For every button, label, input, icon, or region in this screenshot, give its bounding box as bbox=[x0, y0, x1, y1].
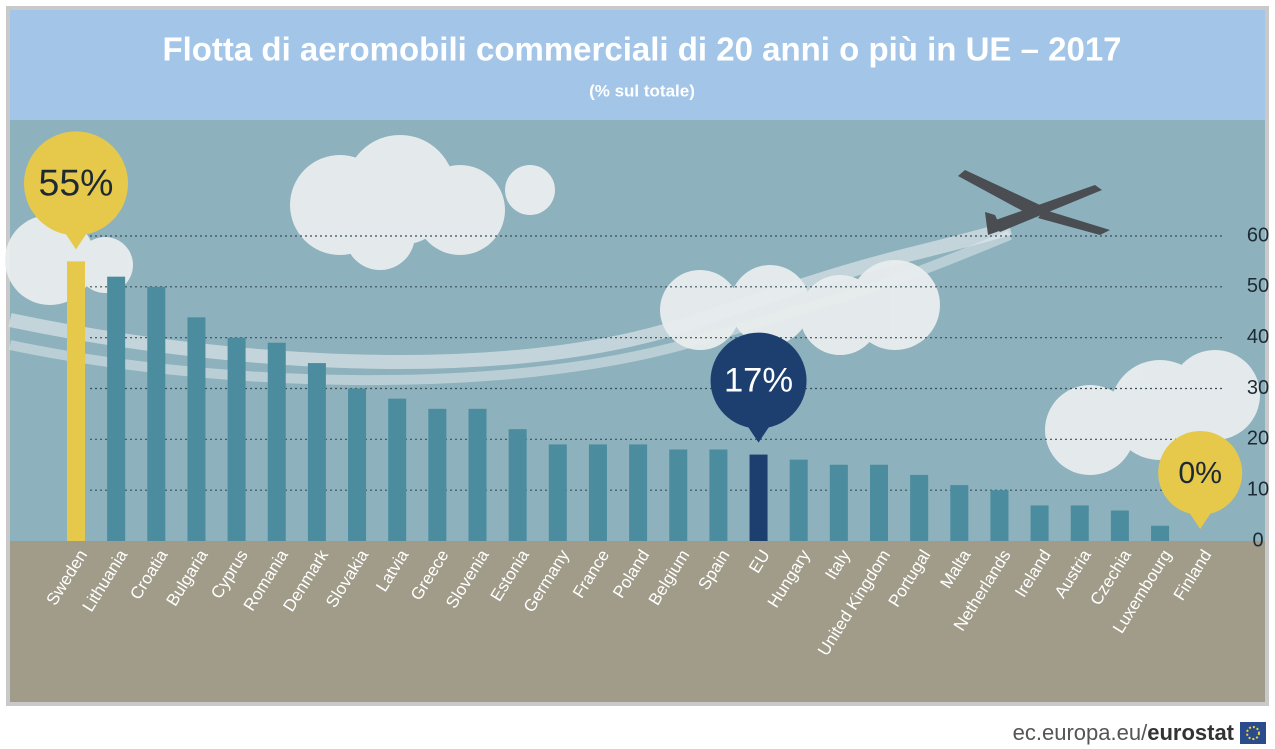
bar bbox=[1111, 511, 1129, 542]
y-tick-label: 60 bbox=[1247, 224, 1269, 246]
bar bbox=[67, 261, 85, 541]
bar bbox=[308, 363, 326, 541]
bar bbox=[910, 475, 928, 541]
y-tick-label: 20 bbox=[1247, 428, 1269, 450]
bar bbox=[669, 450, 687, 542]
bar bbox=[107, 277, 125, 541]
bar bbox=[469, 409, 487, 541]
source: ec.europa.eu/eurostat bbox=[1013, 720, 1235, 745]
bar bbox=[1151, 526, 1169, 541]
chart-title: Flotta di aeromobili commerciali di 20 a… bbox=[162, 31, 1121, 68]
chart: Flotta di aeromobili commerciali di 20 a… bbox=[0, 0, 1275, 749]
value-label: 17% bbox=[724, 362, 793, 400]
bar bbox=[509, 429, 527, 541]
y-tick-label: 50 bbox=[1247, 275, 1269, 297]
bar bbox=[147, 287, 165, 541]
y-tick-label: 0 bbox=[1252, 529, 1263, 551]
y-tick-label: 40 bbox=[1247, 326, 1269, 348]
y-tick-label: 30 bbox=[1247, 377, 1269, 399]
bar bbox=[549, 444, 567, 541]
bar bbox=[187, 317, 205, 541]
value-label: 0% bbox=[1178, 457, 1222, 490]
bar bbox=[1071, 505, 1089, 541]
bar bbox=[428, 409, 446, 541]
bar bbox=[228, 338, 246, 541]
bar bbox=[709, 450, 727, 542]
eu-flag bbox=[1240, 722, 1266, 744]
chart-subtitle: (% sul totale) bbox=[589, 81, 695, 100]
bar bbox=[950, 485, 968, 541]
bar bbox=[348, 389, 366, 542]
y-tick-label: 10 bbox=[1247, 478, 1269, 500]
bar bbox=[589, 444, 607, 541]
bar bbox=[750, 455, 768, 541]
source-url: ec.europa.eu/ bbox=[1013, 720, 1148, 745]
bar bbox=[268, 343, 286, 541]
source-brand: eurostat bbox=[1147, 720, 1234, 745]
bar bbox=[629, 444, 647, 541]
bar bbox=[830, 465, 848, 541]
bar bbox=[790, 460, 808, 541]
bar bbox=[388, 399, 406, 541]
bar bbox=[990, 490, 1008, 541]
value-label: 55% bbox=[39, 161, 114, 203]
bar bbox=[870, 465, 888, 541]
bar bbox=[1031, 505, 1049, 541]
